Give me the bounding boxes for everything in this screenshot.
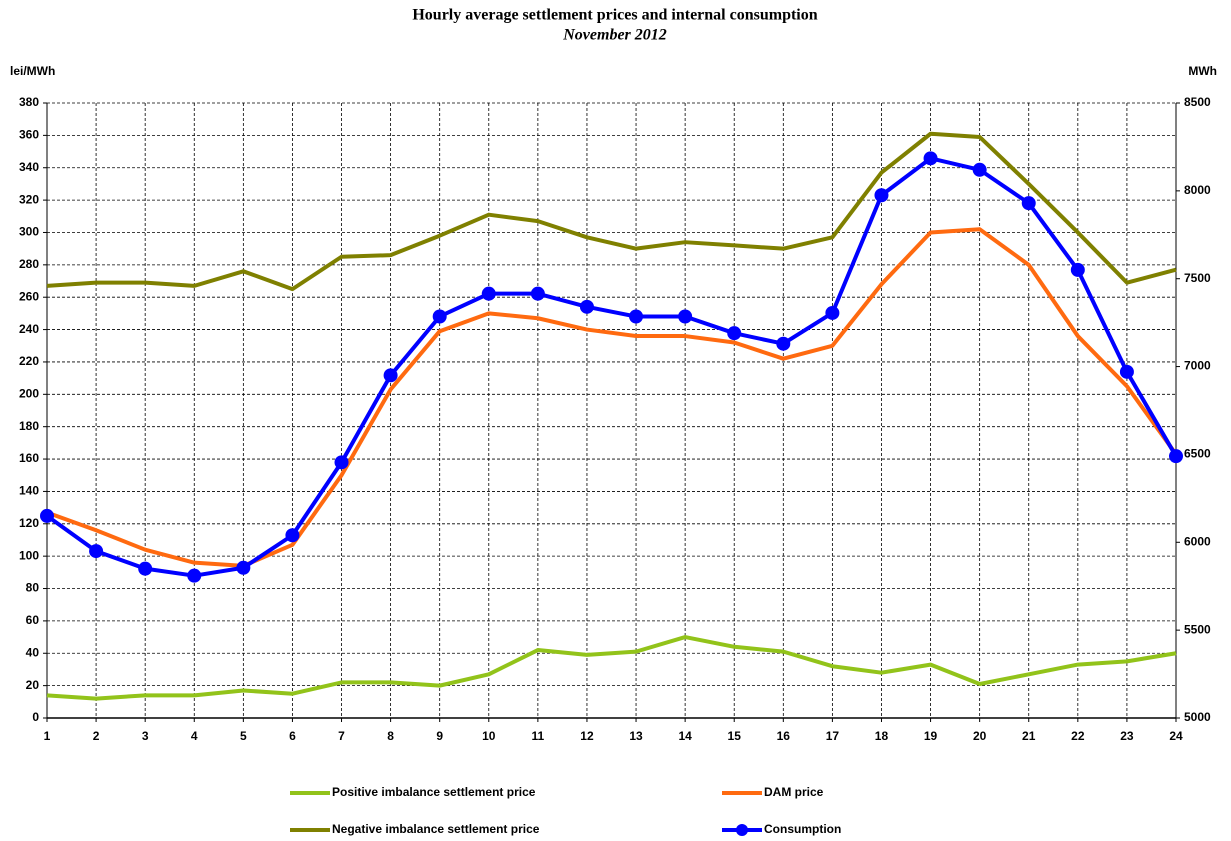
x-tick-label: 4 xyxy=(191,729,198,743)
x-tick-label: 11 xyxy=(532,729,545,743)
x-tick-label: 21 xyxy=(1022,729,1036,743)
point xyxy=(874,188,889,203)
y2-tick-label: 6000 xyxy=(1184,534,1211,548)
series-line xyxy=(46,131,1177,292)
point xyxy=(1119,364,1134,379)
point xyxy=(40,508,54,523)
y-tick-label: 20 xyxy=(26,678,40,692)
y-tick-label: 100 xyxy=(19,548,39,562)
y-tick-label: 380 xyxy=(19,95,39,109)
point xyxy=(285,528,300,543)
point xyxy=(89,544,104,559)
x-tick-label: 2 xyxy=(93,729,100,743)
point xyxy=(1070,262,1085,277)
y-tick-label: 340 xyxy=(19,160,39,174)
x-tick-label: 15 xyxy=(728,729,742,743)
point xyxy=(727,326,742,341)
y-tick-label: 220 xyxy=(19,354,39,368)
point xyxy=(923,151,938,166)
y-tick-label: 320 xyxy=(19,192,39,206)
point xyxy=(236,560,251,575)
x-tick-label: 23 xyxy=(1120,729,1134,743)
point xyxy=(629,309,644,324)
x-tick-label: 10 xyxy=(482,729,496,743)
x-tick-label: 8 xyxy=(387,729,394,743)
x-tick-label: 5 xyxy=(240,729,247,743)
y-tick-label: 0 xyxy=(32,710,39,724)
point xyxy=(825,305,840,320)
legend-label: Negative imbalance settlement price xyxy=(332,822,540,836)
legend-label: Positive imbalance settlement price xyxy=(332,785,536,799)
x-tick-label: 3 xyxy=(142,729,149,743)
x-tick-label: 22 xyxy=(1071,729,1085,743)
y2-tick-label: 5500 xyxy=(1184,622,1211,636)
point xyxy=(1169,449,1183,464)
x-tick-label: 20 xyxy=(973,729,987,743)
y2-tick-label: 6500 xyxy=(1184,447,1211,461)
y-tick-label: 240 xyxy=(19,322,39,336)
point xyxy=(187,568,202,583)
series-line xyxy=(46,635,1177,701)
y-tick-label: 200 xyxy=(19,386,39,400)
x-tick-label: 14 xyxy=(678,729,692,743)
x-tick-label: 7 xyxy=(338,729,345,743)
y2-tick-label: 7000 xyxy=(1184,359,1211,373)
x-tick-label: 6 xyxy=(289,729,296,743)
x-tick-label: 24 xyxy=(1169,729,1183,743)
x-tick-label: 19 xyxy=(924,729,938,743)
point xyxy=(972,162,987,177)
y-tick-label: 40 xyxy=(26,645,40,659)
point xyxy=(579,299,594,314)
y-tick-label: 140 xyxy=(19,484,39,498)
point xyxy=(481,286,496,301)
legend-label: Consumption xyxy=(764,822,841,836)
point xyxy=(530,286,545,301)
y-tick-label: 80 xyxy=(26,581,40,595)
point xyxy=(138,561,153,576)
series-line xyxy=(45,156,1178,578)
y2-axis-title: MWh xyxy=(1188,64,1217,78)
x-tick-label: 16 xyxy=(777,729,791,743)
x-tick-label: 9 xyxy=(436,729,443,743)
x-tick-label: 17 xyxy=(826,729,840,743)
point xyxy=(334,455,349,470)
y-tick-label: 260 xyxy=(19,289,39,303)
point xyxy=(1021,196,1036,211)
y2-tick-label: 8500 xyxy=(1184,95,1211,109)
y-tick-label: 300 xyxy=(19,225,39,239)
y2-tick-label: 8000 xyxy=(1184,183,1211,197)
y2-tick-label: 5000 xyxy=(1184,710,1211,724)
point xyxy=(678,309,693,324)
point xyxy=(432,309,447,324)
y-axis-title: lei/MWh xyxy=(10,64,55,78)
y-tick-label: 160 xyxy=(19,451,39,465)
x-tick-label: 13 xyxy=(629,729,643,743)
y-tick-label: 280 xyxy=(19,257,39,271)
y-tick-label: 180 xyxy=(19,419,39,433)
x-tick-label: 18 xyxy=(875,729,889,743)
point xyxy=(776,336,791,351)
y-tick-label: 360 xyxy=(19,128,39,142)
point xyxy=(383,368,398,383)
chart-title: Hourly average settlement prices and int… xyxy=(412,7,817,24)
x-tick-label: 12 xyxy=(580,729,594,743)
y2-tick-label: 7500 xyxy=(1184,271,1211,285)
legend-marker xyxy=(736,824,748,836)
y-tick-label: 120 xyxy=(19,516,39,530)
y-tick-label: 60 xyxy=(26,613,40,627)
x-tick-label: 1 xyxy=(44,729,51,743)
series-line xyxy=(46,227,1178,568)
legend-label: DAM price xyxy=(764,785,824,799)
chart-subtitle: November 2012 xyxy=(562,27,667,44)
